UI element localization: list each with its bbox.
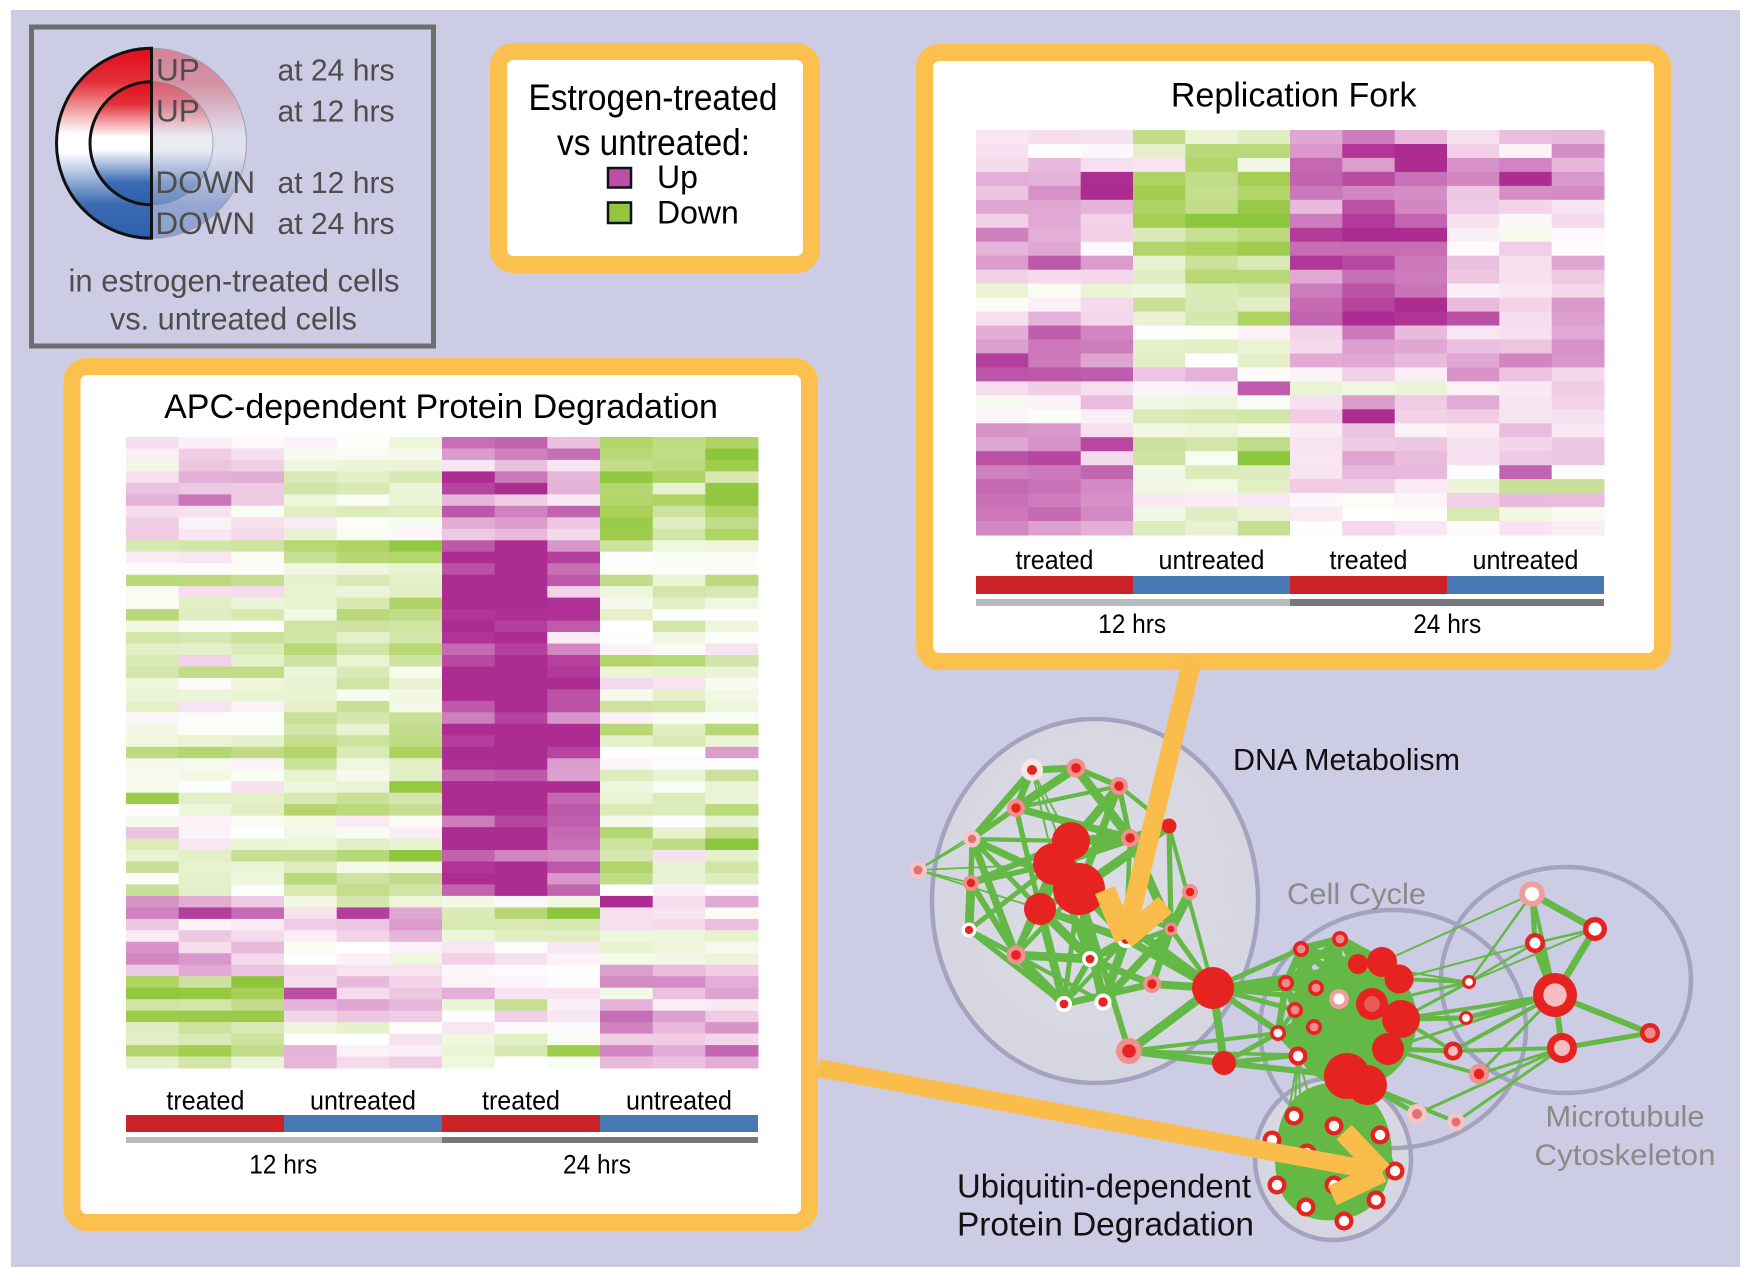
svg-text:12 hrs: 12 hrs	[249, 1150, 317, 1180]
svg-text:treated: treated	[166, 1085, 244, 1115]
svg-text:Replication Fork: Replication Fork	[1171, 77, 1418, 115]
svg-text:vs. untreated cells: vs. untreated cells	[110, 300, 357, 336]
svg-text:treated: treated	[482, 1085, 560, 1115]
svg-text:Down: Down	[657, 195, 739, 231]
svg-text:untreated: untreated	[1159, 545, 1265, 575]
svg-text:at 24 hrs: at 24 hrs	[278, 53, 395, 88]
svg-text:12 hrs: 12 hrs	[1098, 609, 1166, 639]
svg-text:Cell Cycle: Cell Cycle	[1287, 878, 1426, 911]
svg-text:untreated: untreated	[310, 1085, 416, 1115]
svg-text:untreated: untreated	[1473, 545, 1579, 575]
svg-text:DNA Metabolism: DNA Metabolism	[1233, 742, 1460, 777]
svg-text:APC-dependent Protein Degradat: APC-dependent Protein Degradation	[164, 388, 718, 426]
svg-text:24 hrs: 24 hrs	[563, 1150, 631, 1180]
svg-text:in estrogen-treated cells: in estrogen-treated cells	[69, 262, 400, 298]
svg-text:Up: Up	[657, 159, 698, 195]
svg-text:UP: UP	[156, 92, 200, 128]
svg-text:DOWN: DOWN	[155, 164, 255, 200]
svg-text:treated: treated	[1016, 545, 1094, 575]
svg-text:at 12 hrs: at 12 hrs	[278, 93, 395, 128]
svg-text:treated: treated	[1330, 545, 1408, 575]
svg-text:DOWN: DOWN	[155, 205, 255, 241]
svg-text:24 hrs: 24 hrs	[1413, 609, 1481, 639]
svg-text:Estrogen-treated: Estrogen-treated	[529, 77, 778, 118]
svg-text:Protein Degradation: Protein Degradation	[957, 1205, 1254, 1242]
svg-text:UP: UP	[156, 52, 200, 88]
svg-text:untreated: untreated	[626, 1085, 732, 1115]
svg-text:at 12 hrs: at 12 hrs	[278, 165, 395, 200]
svg-text:vs untreated:: vs untreated:	[557, 122, 750, 163]
svg-text:at 24 hrs: at 24 hrs	[278, 206, 395, 241]
svg-text:Microtubule: Microtubule	[1546, 1101, 1705, 1134]
svg-text:Ubiquitin-dependent: Ubiquitin-dependent	[957, 1167, 1251, 1204]
svg-text:Cytoskeleton: Cytoskeleton	[1535, 1139, 1716, 1172]
